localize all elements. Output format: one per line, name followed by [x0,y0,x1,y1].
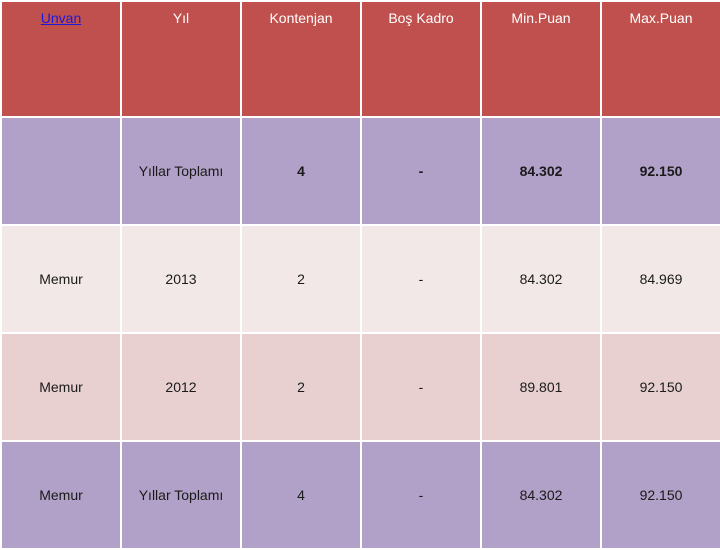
cell-kontenjan: 4 [240,440,362,550]
cell-min-puan: 84.302 [480,224,602,334]
cell-kontenjan: 2 [240,332,362,442]
cell-yil: Yıllar Toplamı [120,440,242,550]
cell-unvan [0,116,122,226]
column-header-unvan[interactable]: Unvan [0,0,122,118]
table-row: Memur 2012 2 - 89.801 92.150 [0,332,720,442]
cell-min-puan: 84.302 [480,440,602,550]
cell-unvan: Memur [0,332,122,442]
cell-bos-kadro: - [360,332,482,442]
cell-min-puan: 89.801 [480,332,602,442]
cell-max-puan: 92.150 [600,440,720,550]
cell-min-puan: 84.302 [480,116,602,226]
column-header-kontenjan: Kontenjan [240,0,362,118]
table-row: Yıllar Toplamı 4 - 84.302 92.150 [0,116,720,226]
cell-yil: 2012 [120,332,242,442]
cell-bos-kadro: - [360,440,482,550]
cell-unvan: Memur [0,440,122,550]
cell-max-puan: 92.150 [600,116,720,226]
column-header-min-puan: Min.Puan [480,0,602,118]
cell-yil: 2013 [120,224,242,334]
column-header-bos-kadro: Boş Kadro [360,0,482,118]
cell-max-puan: 84.969 [600,224,720,334]
cell-bos-kadro: - [360,224,482,334]
cell-unvan: Memur [0,224,122,334]
column-header-max-puan: Max.Puan [600,0,720,118]
header-row: Unvan Yıl Kontenjan Boş Kadro Min.Puan M… [0,0,720,118]
table-row: Memur 2013 2 - 84.302 84.969 [0,224,720,334]
cell-kontenjan: 4 [240,116,362,226]
cell-bos-kadro: - [360,116,482,226]
unvan-sort-link[interactable]: Unvan [40,10,82,26]
cell-yil: Yıllar Toplamı [120,116,242,226]
cell-max-puan: 92.150 [600,332,720,442]
table-row: Memur Yıllar Toplamı 4 - 84.302 92.150 [0,440,720,550]
column-header-yil: Yıl [120,0,242,118]
table-header: Unvan Yıl Kontenjan Boş Kadro Min.Puan M… [0,0,720,118]
cell-kontenjan: 2 [240,224,362,334]
table-body: Yıllar Toplamı 4 - 84.302 92.150 Memur 2… [0,116,720,550]
